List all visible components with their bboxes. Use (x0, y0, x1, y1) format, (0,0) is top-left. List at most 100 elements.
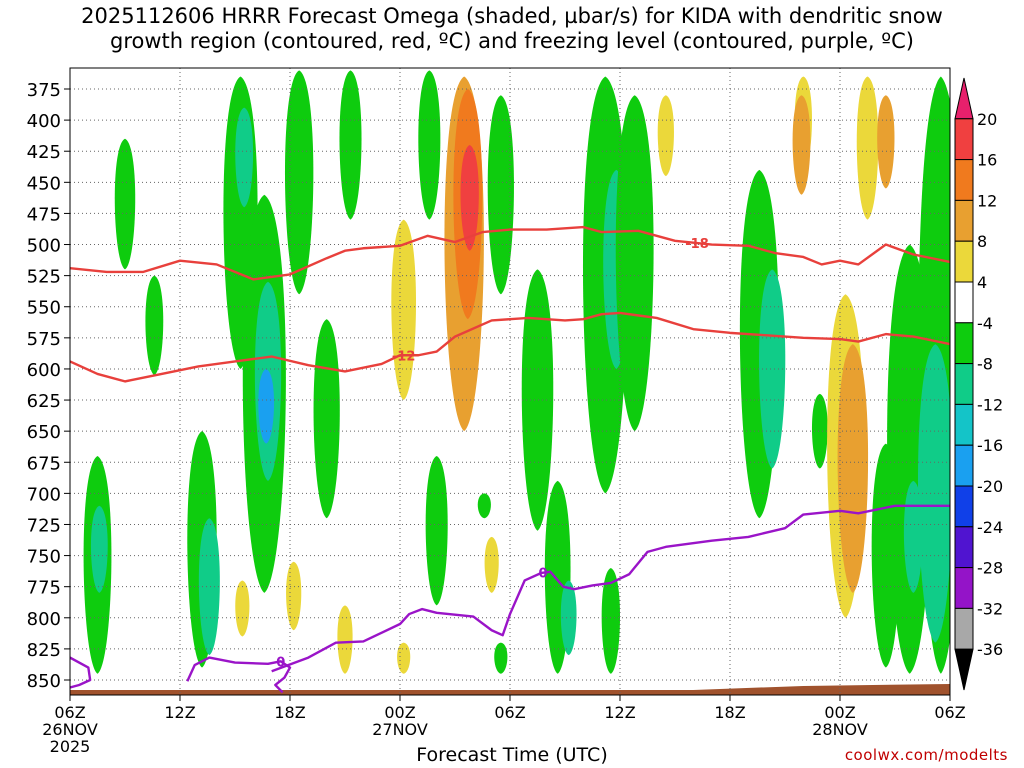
omega-region-37 (759, 269, 786, 469)
colorbar-bin-10 (954, 485, 974, 528)
colorbar-bin-9 (954, 444, 974, 487)
colorbar-label-2: 12 (977, 191, 997, 210)
omega-region-2 (114, 138, 136, 270)
omega-region-49 (903, 480, 923, 593)
colorbar-label-11: -28 (977, 559, 1003, 578)
freezing-level-contour-1 (186, 656, 292, 694)
colorbar-bin-8 (954, 403, 974, 446)
colorbar-bin-12 (954, 567, 974, 609)
ytick-label-500: 500 (27, 236, 61, 257)
omega-region-40 (811, 393, 828, 469)
colorbar-bin-2 (954, 159, 974, 201)
ytick-label-450: 450 (27, 173, 61, 194)
omega-region-44 (837, 344, 869, 593)
credit-text: coolwx.com/modelts (844, 746, 1008, 764)
omega-region-14 (235, 580, 250, 637)
colorbar-bin-13 (954, 607, 974, 650)
colorbar-bin-5 (954, 281, 974, 324)
colorbar-label-9: -20 (977, 477, 1003, 496)
xtick-label-18-1: 27NOV (372, 720, 428, 739)
xtick-label-42-0: 00Z (824, 703, 855, 722)
contours: -18 -12 0 0 (70, 225, 950, 694)
colorbar-label-13: -36 (977, 640, 1003, 659)
colorbar-label-3: 8 (977, 232, 987, 251)
omega-region-39 (792, 95, 811, 195)
colorbar-label-0: 20 (977, 110, 997, 129)
omega-region-33 (601, 568, 621, 674)
freezing-level-contour-0 (271, 504, 950, 673)
xtick-label-48-0: 06Z (934, 703, 965, 722)
omega-region-41 (856, 76, 879, 220)
omega-region-10 (258, 368, 275, 444)
xtick-label-42-1: 28NOV (812, 720, 868, 739)
ytick-label-700: 700 (27, 484, 61, 505)
ytick-label-650: 650 (27, 422, 61, 443)
ytick-label-575: 575 (27, 329, 61, 350)
freezing-level-contour-label-0: 0 (538, 567, 547, 582)
colorbar-label-12: -32 (977, 599, 1003, 618)
omega-region-35 (657, 95, 674, 177)
omega-region-1 (90, 505, 108, 593)
colorbar-label-10: -24 (977, 518, 1003, 537)
xtick-label-24-0: 06Z (494, 703, 525, 722)
ytick-label-800: 800 (27, 609, 61, 630)
ytick-label-750: 750 (27, 547, 61, 568)
colorbar-bin-4 (954, 240, 974, 283)
ytick-label-625: 625 (27, 391, 61, 412)
ytick-label-600: 600 (27, 360, 61, 381)
ytick-label-400: 400 (27, 111, 61, 132)
dgz-contour-1 (70, 311, 950, 383)
colorbar-bin-0 (954, 77, 974, 120)
omega-region-46 (871, 443, 901, 668)
colorbar-bin-3 (954, 199, 974, 242)
omega-region-16 (337, 605, 353, 674)
colorbar-label-4: 4 (977, 273, 987, 292)
x-axis-label: Forecast Time (UTC) (416, 744, 608, 766)
xtick-label-36-0: 18Z (714, 703, 745, 722)
freezing-level-contour-2 (70, 656, 92, 689)
colorbar-label-8: -16 (977, 436, 1003, 455)
freezing-level-contour-label-1: 0 (276, 655, 285, 670)
colorbar-label-5: -4 (977, 314, 993, 333)
colorbar: 20 16 12 8 4 -4 -8 -12 -16 -20 -24 -28 -32 -36 (954, 77, 1003, 691)
ytick-label-850: 850 (27, 671, 61, 692)
omega-region-29 (560, 580, 577, 656)
omega-region-15 (286, 561, 302, 631)
xtick-label-6-0: 12Z (164, 703, 195, 722)
omega-region-25 (477, 493, 491, 519)
chart-title: 2025112606 HRRR Forecast Omega (shaded, … (0, 4, 1024, 54)
colorbar-bin-1 (954, 118, 974, 161)
xtick-label-12-0: 18Z (274, 703, 305, 722)
ytick-label-525: 525 (27, 267, 61, 288)
omega-region-5 (198, 518, 220, 656)
xtick-label-0-2: 2025 (50, 737, 91, 756)
omega-region-23 (460, 144, 479, 251)
ytick-label-825: 825 (27, 640, 61, 661)
ytick-label-725: 725 (27, 515, 61, 536)
omega-region-7 (235, 107, 254, 208)
dgz-contour-label-1: -12 (392, 349, 416, 364)
ytick-label-550: 550 (27, 298, 61, 319)
colorbar-label-6: -8 (977, 355, 993, 374)
omega-region-34 (615, 95, 654, 432)
colorbar-bin-14 (954, 648, 974, 691)
xtick-label-30-0: 12Z (604, 703, 635, 722)
axes: 375 400 425 450 475 500 525 550 575 600 625 650 675 7… (27, 80, 966, 756)
dgz-contour-0 (70, 225, 950, 281)
omega-region-30 (494, 642, 508, 674)
omega-region-42 (877, 95, 895, 189)
ytick-label-775: 775 (27, 578, 61, 599)
omega-region-11 (284, 70, 314, 295)
chart-title-line-2: growth region (contoured, red, ºC) and f… (110, 29, 914, 53)
omega-region-3 (145, 275, 164, 376)
colorbar-bin-11 (954, 526, 974, 569)
colorbar-bin-6 (954, 322, 974, 365)
colorbar-bin-7 (954, 363, 974, 405)
colorbar-label-7: -12 (977, 395, 1003, 414)
omega-region-27 (521, 269, 554, 531)
xtick-label-0-0: 06Z (54, 703, 85, 722)
xtick-label-18-0: 00Z (384, 703, 415, 722)
ytick-label-675: 675 (27, 453, 61, 474)
chart-title-line-1: 2025112606 HRRR Forecast Omega (shaded, … (81, 4, 943, 28)
